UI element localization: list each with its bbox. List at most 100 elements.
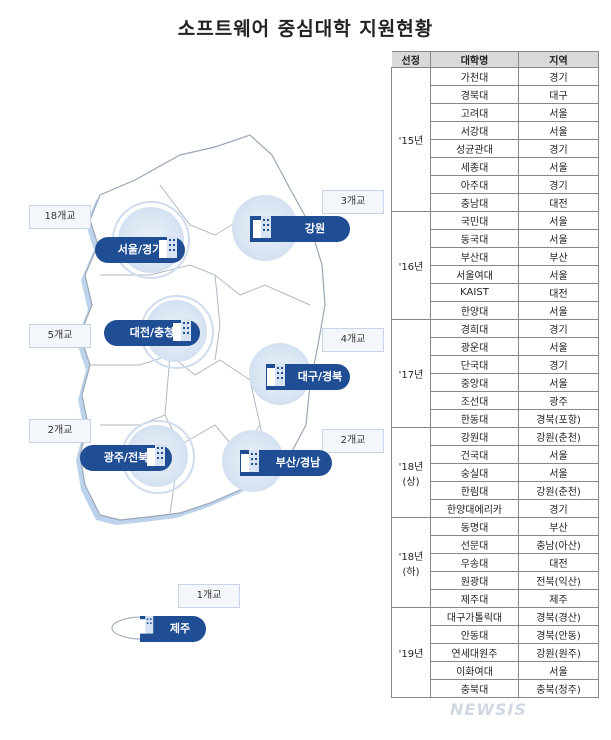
region-label: 서울/경기	[117, 243, 163, 256]
table-row: 경북대 대구	[392, 85, 599, 104]
region-cell: 경기	[518, 355, 599, 374]
selection-year-cell: '16년	[391, 211, 431, 320]
region-label: 대전/충청	[129, 326, 175, 339]
university-name-cell: 한양대에리카	[430, 499, 519, 518]
building-icon	[241, 450, 259, 472]
region-label: 광주/전북	[103, 451, 149, 464]
university-name-cell: 고려대	[430, 103, 519, 122]
table-row: '19년 대구가톨릭대 경북(경산)	[391, 607, 599, 698]
region-cell: 전북(익산)	[518, 571, 599, 590]
university-name-cell: 중앙대	[430, 373, 519, 392]
region-cell: 서울	[518, 103, 599, 122]
university-name-cell: 서강대	[430, 121, 519, 140]
university-name-cell: 건국대	[430, 445, 519, 464]
selection-year-cell: '18년 (상)	[391, 427, 431, 518]
table-row: 동국대 서울	[392, 229, 599, 248]
count-gwangju-jeonbuk: 2개교	[29, 419, 91, 443]
table-row: 원광대 전북(익산)	[392, 571, 599, 590]
table-row: '15년 가천대 경기	[391, 67, 599, 212]
university-name-cell: 대구가톨릭대	[430, 607, 519, 626]
region-cell: 제주	[518, 589, 599, 608]
region-cell: 대전	[518, 283, 599, 302]
building-icon	[147, 444, 165, 466]
university-name-cell: 가천대	[430, 67, 519, 86]
university-name-cell: 안동대	[430, 625, 519, 644]
region-cell: 부산	[518, 517, 599, 536]
region-cell: 경북(포항)	[518, 409, 599, 428]
university-name-cell: 국민대	[430, 211, 519, 230]
university-name-cell: KAIST	[430, 283, 519, 302]
region-cell: 대구	[518, 85, 599, 104]
university-name-cell: 원광대	[430, 571, 519, 590]
university-name-cell: 조선대	[430, 391, 519, 410]
region-label: 부산/경남	[275, 456, 321, 469]
university-name-cell: 세종대	[430, 157, 519, 176]
university-name-cell: 제주대	[430, 589, 519, 608]
region-cell: 서울	[518, 463, 599, 482]
region-cell: 서울	[518, 229, 599, 248]
count-daejeon-chungcheong: 5개교	[29, 324, 91, 348]
university-name-cell: 충북대	[430, 679, 519, 698]
region-cell: 서울	[518, 157, 599, 176]
region-label: 제주	[169, 622, 191, 635]
table-header-row: 선정 대학명 지역	[391, 51, 599, 68]
region-label: 강원	[304, 222, 326, 235]
region-cell: 서울	[518, 211, 599, 230]
university-table: 선정 대학명 지역 '15년 가천대 경기 경북대 대구 고려대 서울 서강대 서울 성균관대 경기…	[391, 51, 599, 698]
count-jeju: 1개교	[178, 584, 240, 608]
region-label: 대구/경북	[297, 370, 343, 383]
region-cell: 충북(청주)	[518, 679, 599, 698]
university-name-cell: 한양대	[430, 301, 519, 320]
university-name-cell: 한동대	[430, 409, 519, 428]
table-row: 연세대원주 강원(원주)	[392, 643, 599, 662]
university-name-cell: 아주대	[430, 175, 519, 194]
table-row: '18년 (상) 강원대 강원(춘천)	[391, 427, 599, 518]
building-icon	[173, 319, 191, 341]
building-icon	[138, 616, 154, 634]
selection-year-cell: '15년	[391, 67, 431, 212]
selection-year-cell: '18년 (하)	[391, 517, 431, 608]
count-busan-gyeongnam: 2개교	[322, 429, 384, 453]
region-cell: 서울	[518, 265, 599, 284]
region-cell: 경기	[518, 67, 599, 86]
region-cell: 서울	[518, 337, 599, 356]
selection-year-cell: '17년	[391, 319, 431, 428]
university-name-cell: 경희대	[430, 319, 519, 338]
table-row: 성균관대 경기	[392, 139, 599, 158]
region-cell: 강원(원주)	[518, 643, 599, 662]
count-daegu-gyeongbuk: 4개교	[322, 328, 384, 352]
region-cell: 경기	[518, 139, 599, 158]
region-cell: 경기	[518, 499, 599, 518]
table-row: 충북대 충북(청주)	[392, 679, 599, 698]
university-name-cell: 경북대	[430, 85, 519, 104]
table-row: 한양대 서울	[392, 301, 599, 320]
table-row: 서울여대 서울	[392, 265, 599, 284]
university-name-cell: 선문대	[430, 535, 519, 554]
page-title: 소프트웨어 중심대학 지원현황	[177, 18, 434, 40]
region-cell: 경북(안동)	[518, 625, 599, 644]
region-cell: 대전	[518, 553, 599, 572]
region-cell: 부산	[518, 247, 599, 266]
table-row: 부산대 부산	[392, 247, 599, 266]
university-name-cell: 부산대	[430, 247, 519, 266]
table-row: '16년 국민대 서울	[391, 211, 599, 320]
region-cell: 서울	[518, 661, 599, 680]
region-cell: 경북(경산)	[518, 607, 599, 626]
region-cell: 충남(아산)	[518, 535, 599, 554]
selection-year-cell: '19년	[391, 607, 431, 698]
region-cell: 광주	[518, 391, 599, 410]
region-cell: 서울	[518, 445, 599, 464]
region-cell: 서울	[518, 301, 599, 320]
region-cell: 서울	[518, 121, 599, 140]
count-seoul-gyeonggi: 18개교	[29, 205, 91, 229]
university-name-cell: 한림대	[430, 481, 519, 500]
university-name-cell: 우송대	[430, 553, 519, 572]
table-row: 한양대에리카 경기	[392, 499, 599, 518]
region-cell: 강원(춘천)	[518, 427, 599, 446]
region-cell: 대전	[518, 193, 599, 212]
table-row: '18년 (하) 동명대 부산	[391, 517, 599, 608]
university-name-cell: 동국대	[430, 229, 519, 248]
university-name-cell: 광운대	[430, 337, 519, 356]
university-name-cell: 이화여대	[430, 661, 519, 680]
